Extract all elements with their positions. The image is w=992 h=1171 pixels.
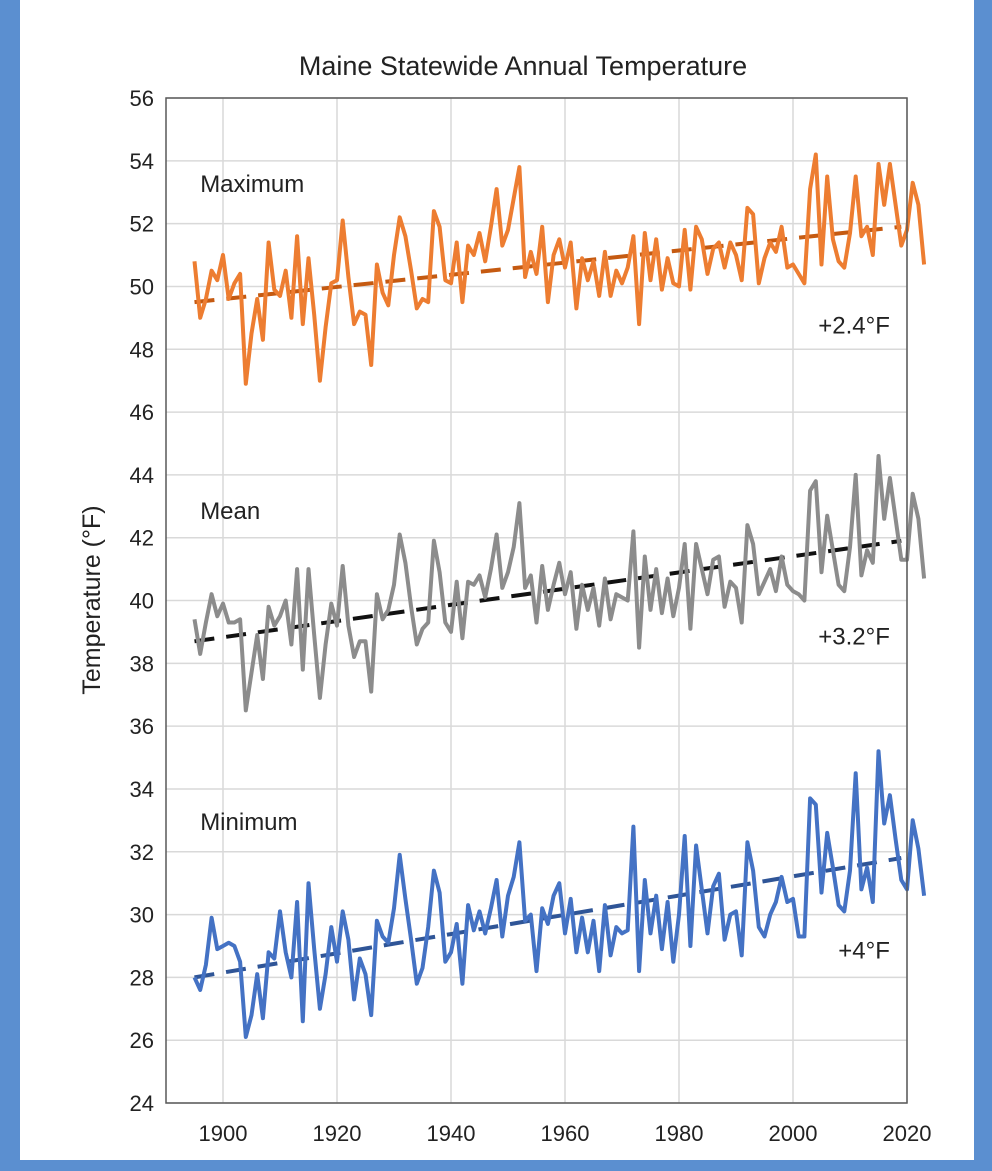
y-axis-label: Temperature (°F)	[78, 505, 106, 694]
series-line-minimum	[192, 749, 927, 1039]
x-tick-label: 2020	[883, 1121, 932, 1146]
plot-border	[165, 97, 908, 1104]
x-tick-label: 1920	[313, 1121, 362, 1146]
y-tick-label: 26	[130, 1028, 154, 1053]
y-tick-label: 52	[130, 212, 154, 237]
annotation-label: Minimum	[200, 809, 297, 836]
y-tick-label: 38	[130, 651, 154, 676]
chart-frame: Maine Statewide Annual Temperature 24 26 2…	[20, 0, 974, 1160]
x-tick-label: 1900	[199, 1121, 248, 1146]
annotation-label: Mean	[200, 498, 260, 525]
y-tick-label: 54	[130, 149, 154, 174]
annotation-label: +2.4°F	[818, 313, 890, 340]
series-line-maximum	[192, 152, 927, 386]
y-tick-labels: 24 26 28 30 32 34 36 38 40 42 44 46 48 50 52 54 56	[130, 86, 154, 1116]
y-tick-label: 42	[130, 526, 154, 551]
temperature-chart: Maine Statewide Annual Temperature 24262…	[78, 51, 932, 1146]
x-tick-label: 2000	[769, 1121, 818, 1146]
y-tick-label: 46	[130, 400, 154, 425]
y-tick-label: 50	[130, 274, 154, 299]
annotation-label: +4°F	[838, 938, 890, 965]
x-tick-label: 1940	[427, 1121, 476, 1146]
y-tick-label: 36	[130, 714, 154, 739]
y-tick-label: 32	[130, 840, 154, 865]
x-tick-label: 1960	[541, 1121, 590, 1146]
annotation-label: +3.2°F	[818, 623, 890, 650]
y-tick-label: 28	[130, 965, 154, 990]
series-line-mean	[192, 454, 927, 713]
y-tick-label: 40	[130, 589, 154, 614]
y-tick-label: 24	[130, 1091, 154, 1116]
y-tick-label: 56	[130, 86, 154, 111]
y-tick-label: 34	[130, 777, 154, 802]
annotation-label: Maximum	[200, 171, 304, 198]
chart-title: Maine Statewide Annual Temperature	[299, 51, 747, 81]
y-tick-label: 48	[130, 337, 154, 362]
grid-lines	[166, 97, 908, 1104]
x-tick-labels: 1900 1920 1940 1960 1980 2000 2020	[199, 1121, 932, 1146]
y-tick-label: 44	[130, 463, 154, 488]
y-tick-label: 30	[130, 903, 154, 928]
annotations: Maximum Mean Minimum +2.4°F +3.2°F +4°F	[200, 171, 890, 964]
x-tick-label: 1980	[655, 1121, 704, 1146]
series-lines	[192, 152, 927, 1039]
